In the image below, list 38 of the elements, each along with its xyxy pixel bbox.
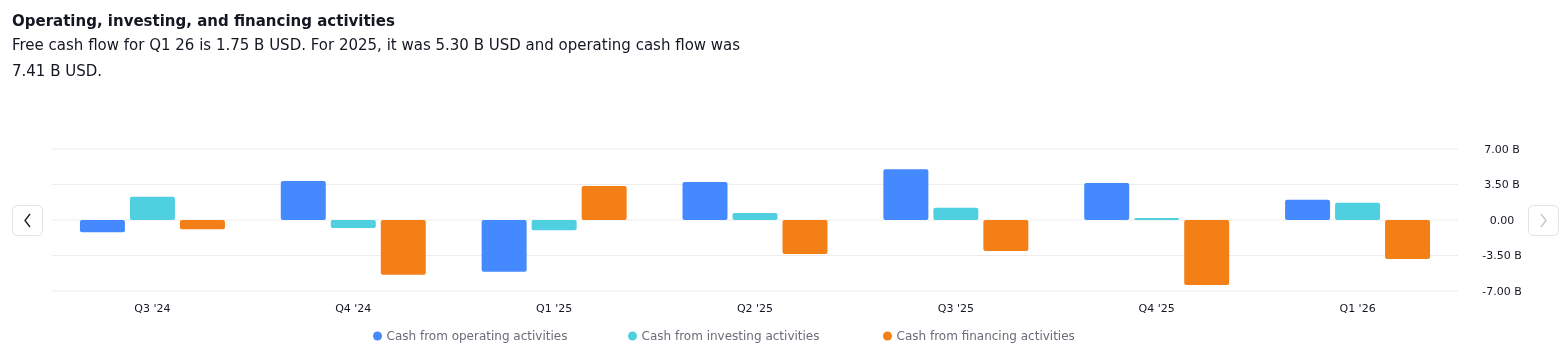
bar: [380, 220, 426, 275]
bar: [883, 169, 929, 220]
y-tick-label: 3.50 B: [1484, 178, 1520, 192]
bar: [481, 220, 527, 272]
bar: [179, 220, 225, 230]
x-tick-label: Q1 '25: [536, 301, 573, 315]
legend-label: Cash from financing activities: [896, 329, 1075, 344]
bar: [782, 220, 828, 254]
chart-subtitle: Free cash flow for Q1 26 is 1.75 B USD. For 2025, it was 5.30 B USD and operating cash flow was 7.41 B USD.: [12, 35, 742, 82]
bar: [1084, 182, 1130, 220]
bar: [79, 220, 125, 233]
bar: [1184, 220, 1230, 285]
legend-label: Cash from operating activities: [386, 329, 568, 344]
bar: [280, 180, 326, 220]
legend-label: Cash from investing activities: [641, 329, 820, 344]
bar: [531, 220, 577, 231]
bar: [1285, 199, 1331, 220]
bar: [581, 186, 627, 220]
bar: [732, 212, 778, 220]
y-tick-label: -7.00 B: [1482, 284, 1522, 298]
x-tick-label: Q4 '25: [1138, 301, 1175, 315]
x-tick-label: Q3 '25: [937, 301, 974, 315]
chart-title: Operating, investing, and financing activities: [12, 11, 396, 32]
x-tick-label: Q1 '26: [1339, 301, 1376, 315]
y-tick-label: -3.50 B: [1482, 249, 1522, 263]
bar: [129, 196, 175, 220]
bar: [1134, 217, 1180, 220]
bar: [983, 220, 1029, 251]
bar: [330, 220, 376, 229]
x-tick-label: Q4 '24: [335, 301, 372, 315]
y-tick-label: 7.00 B: [1484, 142, 1520, 156]
bar: [933, 207, 979, 220]
x-tick-label: Q2 '25: [736, 301, 774, 315]
bar: [1385, 220, 1431, 260]
bar: [682, 181, 728, 220]
y-tick-label: 0.00: [1489, 213, 1515, 227]
x-tick-label: Q3 '24: [134, 301, 171, 315]
bar: [1335, 202, 1381, 220]
